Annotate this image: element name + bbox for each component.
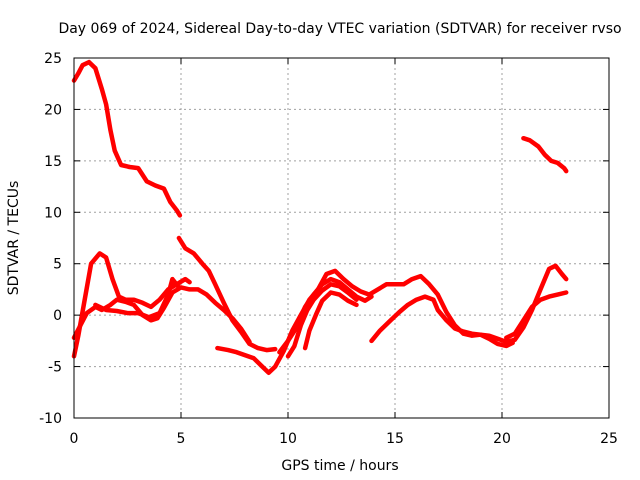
series-track-8 [285, 282, 359, 359]
y-axis-label: SDTVAR / TECUs [6, 181, 22, 296]
x-tick-label: 0 [70, 431, 79, 447]
x-tick-label: 20 [493, 431, 511, 447]
x-tick-label: 5 [177, 431, 186, 447]
series-track-10 [369, 294, 515, 349]
y-tick-label: 0 [53, 308, 62, 324]
grid [74, 58, 609, 418]
x-tick-label: 25 [600, 431, 618, 447]
plot-frame [73, 57, 610, 419]
series-track-5 [93, 276, 182, 320]
y-tick-label: 5 [53, 257, 62, 273]
x-axis-label: GPS time / hours [281, 458, 398, 474]
series-track-11 [504, 290, 569, 341]
series-track-2 [176, 235, 278, 353]
series-track-9 [302, 290, 359, 351]
y-tick-label: 10 [44, 205, 62, 221]
series-track-1 [71, 59, 183, 218]
series-track-12 [521, 135, 569, 174]
axis-ticks: 0 5 10 15 20 25 -10 -5 0 5 10 15 20 25 [39, 51, 618, 447]
y-tick-label: -10 [39, 411, 62, 427]
y-tick-label: -5 [48, 360, 62, 376]
series-track-7 [277, 276, 374, 355]
y-tick-label: 15 [44, 154, 62, 170]
series-track-6 [215, 263, 569, 375]
chart-title: Day 069 of 2024, Sidereal Day-to-day VTE… [58, 21, 621, 37]
x-tick-label: 15 [386, 431, 404, 447]
y-tick-label: 20 [44, 102, 62, 118]
data-series [71, 59, 569, 375]
x-tick-label: 10 [279, 431, 297, 447]
y-tick-label: 25 [44, 51, 62, 67]
